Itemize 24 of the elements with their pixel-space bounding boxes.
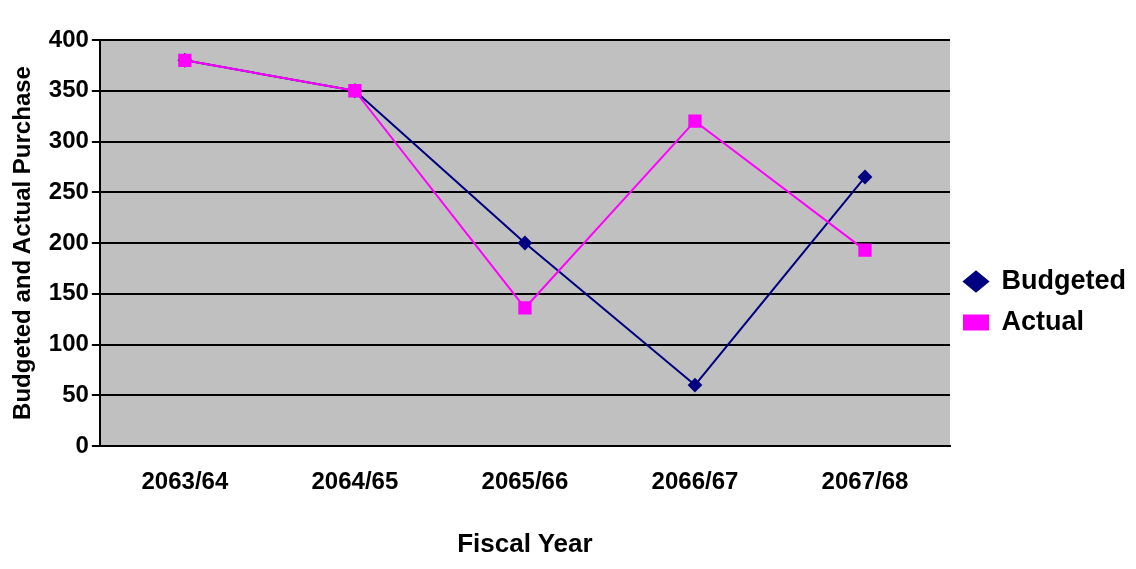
- x-tick-label: 2067/68: [821, 467, 909, 495]
- y-tick-label: 400: [48, 24, 89, 52]
- y-tick-label: 0: [75, 430, 89, 458]
- x-tick-label: 2066/67: [651, 467, 739, 495]
- y-tick-label: 250: [48, 176, 89, 204]
- legend-label: Budgeted: [1001, 264, 1127, 295]
- y-axis-title: Budgeted and Actual Purchase: [8, 66, 36, 420]
- x-tick-label: 2063/64: [141, 467, 229, 495]
- point: [518, 301, 532, 315]
- y-tick-label: 350: [48, 75, 89, 103]
- y-tick-label: 50: [62, 379, 89, 407]
- point: [687, 378, 702, 393]
- x-tick-label: 2065/66: [481, 467, 569, 495]
- y-tick-label: 300: [48, 126, 89, 154]
- x-axis-title: Fiscal Year: [457, 527, 593, 558]
- y-tick-label: 100: [48, 329, 89, 357]
- y-tick-label: 200: [48, 227, 89, 255]
- legend-label: Actual: [1001, 305, 1085, 336]
- point: [857, 170, 872, 185]
- point: [688, 114, 702, 128]
- y-tick-label: 150: [48, 278, 89, 306]
- point: [517, 236, 532, 250]
- x-tick-label: 2064/65: [311, 467, 399, 495]
- point: [858, 243, 872, 257]
